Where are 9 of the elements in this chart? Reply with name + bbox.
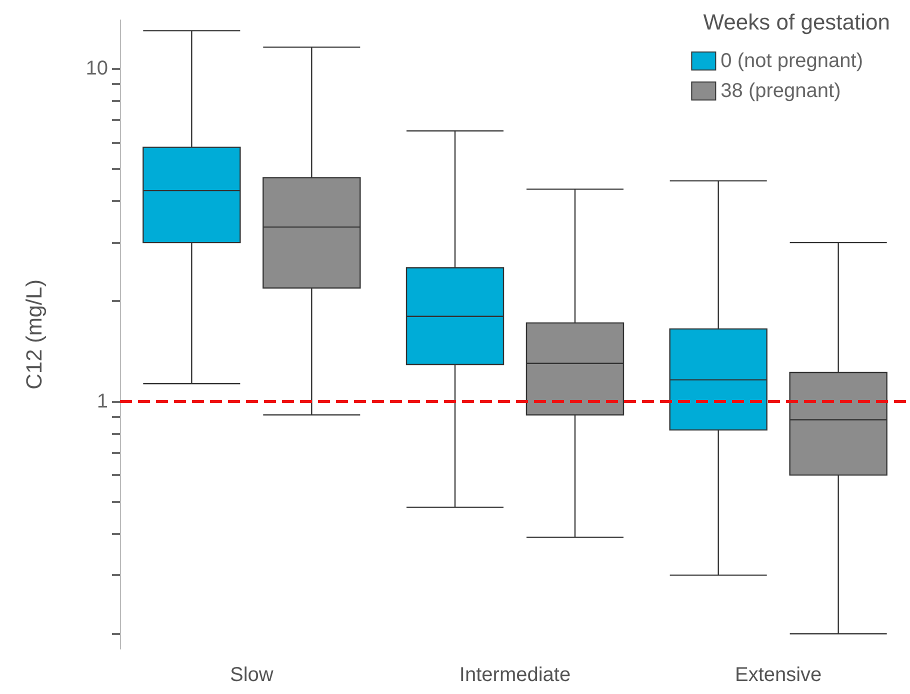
legend-label: 38 (pregnant) bbox=[720, 80, 841, 102]
legend-title: Weeks of gestation bbox=[703, 10, 890, 34]
x-tick-label: Intermediate bbox=[459, 664, 571, 686]
x-tick-label: Slow bbox=[230, 664, 274, 686]
y-tick-label: 10 bbox=[86, 58, 108, 80]
x-tick-label: Extensive bbox=[734, 664, 822, 686]
legend-label: 0 (not pregnant) bbox=[720, 50, 864, 72]
y-tick-label: 1 bbox=[96, 390, 108, 412]
y-axis-title: C12 (mg/L) bbox=[22, 279, 46, 390]
